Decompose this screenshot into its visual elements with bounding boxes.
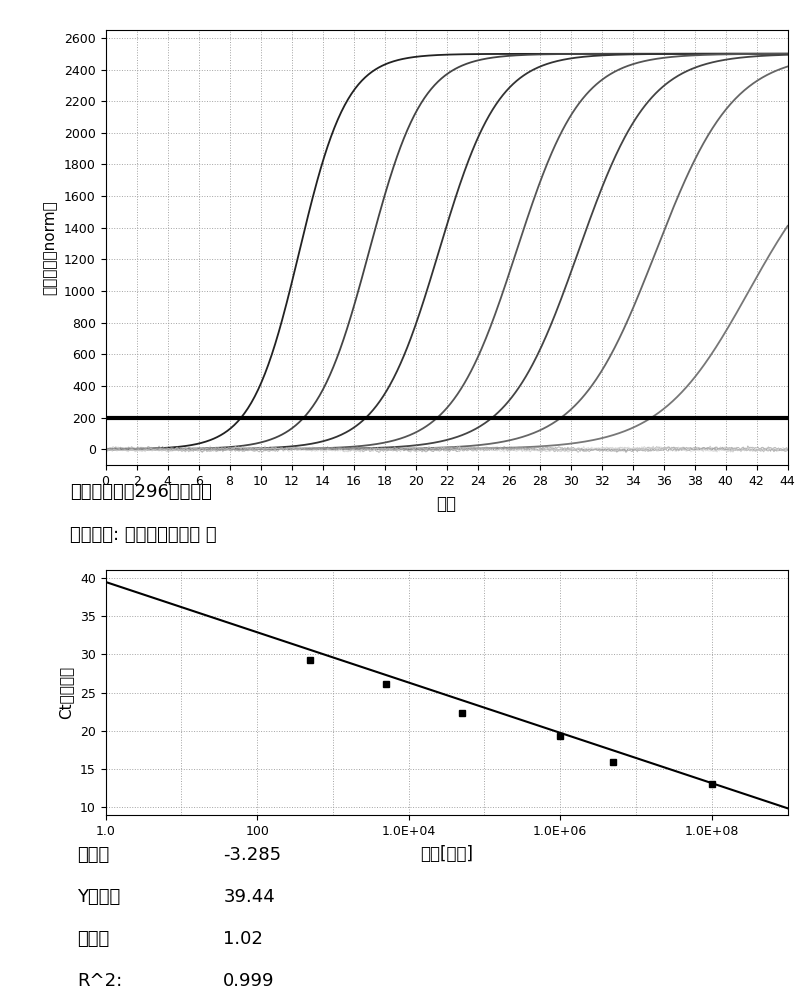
Y-axis label: 荧光强度（norm）: 荧光强度（norm） [42,200,57,295]
Text: 0.999: 0.999 [223,972,274,990]
Text: 基线设定: 自动，漂移校正 关: 基线设定: 自动，漂移校正 关 [70,526,217,544]
Text: Y截距：: Y截距： [77,888,120,906]
Text: 阙値：　　　296（噪带）: 阙値： 296（噪带） [70,484,212,502]
X-axis label: 循环: 循环 [436,495,456,513]
X-axis label: 数量[拷贝]: 数量[拷贝] [419,845,473,863]
Text: 1.02: 1.02 [223,930,263,948]
Text: 效率：: 效率： [77,930,109,948]
Text: R^2:: R^2: [77,972,122,990]
Text: 39.44: 39.44 [223,888,275,906]
Text: 斜率：: 斜率： [77,846,109,864]
Text: -3.285: -3.285 [223,846,281,864]
Y-axis label: Ct［循环］: Ct［循环］ [58,666,73,719]
